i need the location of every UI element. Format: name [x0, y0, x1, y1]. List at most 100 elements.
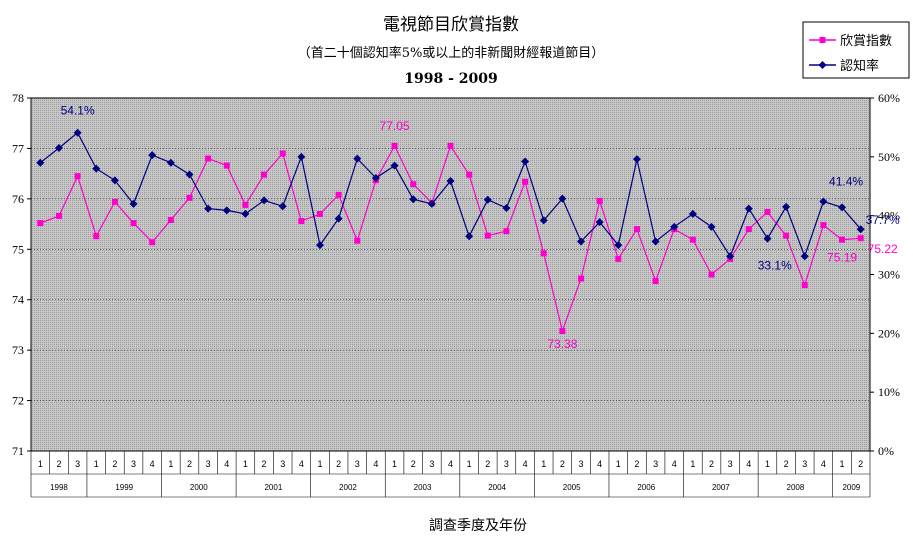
quarter-label: 2: [187, 459, 192, 469]
quarter-label: 4: [224, 459, 229, 469]
awareness-point: [371, 174, 380, 183]
appreciation-point: [596, 197, 603, 204]
awareness-point: [707, 222, 716, 231]
appreciation-point: [410, 181, 417, 188]
awareness-point: [577, 237, 586, 246]
quarter-label: 4: [299, 459, 304, 469]
appreciation-point: [708, 271, 715, 278]
quarter-label: 2: [336, 459, 341, 469]
right-axis-label: 40%: [878, 209, 900, 223]
quarter-label: 1: [38, 459, 43, 469]
legend-label-appreciation: 欣賞指數: [840, 34, 892, 49]
appreciation-point: [354, 237, 361, 244]
awareness-point: [726, 252, 735, 261]
appreciation-point: [447, 142, 454, 149]
appreciation-point: [242, 201, 249, 208]
awareness-point: [688, 209, 697, 218]
awareness-point: [446, 176, 455, 185]
appreciation-point: [839, 236, 846, 243]
quarter-label: 2: [784, 459, 789, 469]
awareness-point: [614, 241, 623, 250]
appreciation-point: [316, 210, 323, 217]
left-axis-label: 71: [12, 444, 24, 458]
year-label: 2009: [842, 483, 860, 492]
appreciation-point: [130, 220, 137, 227]
data-label: 75.19: [827, 251, 857, 265]
quarter-label: 2: [262, 459, 267, 469]
year-label: 2002: [339, 483, 357, 492]
appreciation-point: [689, 236, 696, 243]
appreciation-point: [503, 228, 510, 235]
awareness-point: [129, 199, 138, 208]
left-axis-label: 75: [12, 242, 24, 256]
quarter-label: 3: [75, 459, 80, 469]
appreciation-point: [93, 233, 100, 240]
appreciation-point: [298, 218, 305, 225]
appreciation-point: [37, 220, 44, 227]
appreciation-point: [167, 217, 174, 224]
left-axis-label: 78: [12, 91, 24, 105]
year-label: 1999: [115, 483, 133, 492]
quarter-label: 3: [728, 459, 733, 469]
quarter-label: 4: [672, 459, 677, 469]
quarter-label: 2: [112, 459, 117, 469]
quarter-label: 4: [448, 459, 453, 469]
awareness-point: [763, 234, 772, 243]
quarter-label: 1: [467, 459, 472, 469]
quarter-label: 1: [765, 459, 770, 469]
quarter-label: 2: [485, 459, 490, 469]
year-label: 2006: [637, 483, 655, 492]
awareness-point: [334, 214, 343, 223]
data-label: 33.1%: [758, 258, 792, 272]
awareness-point: [670, 222, 679, 231]
quarter-label: 2: [634, 459, 639, 469]
appreciation-point: [391, 142, 398, 149]
x-axis-title: 調查季度及年份: [429, 518, 527, 534]
awareness-point: [427, 199, 436, 208]
year-label: 2003: [414, 483, 432, 492]
appreciation-point: [820, 222, 827, 229]
data-label: 41.4%: [829, 174, 863, 188]
data-label: 54.1%: [61, 104, 95, 118]
awareness-point: [819, 197, 828, 206]
quarter-label: 1: [541, 459, 546, 469]
awareness-point: [390, 161, 399, 170]
awareness-point: [148, 151, 157, 160]
quarter-label: 2: [709, 459, 714, 469]
quarter-label: 4: [373, 459, 378, 469]
annotation-layer: 54.1% 77.05 73.38 33.1% 75.19 41.4% 37.7% 75.22: [61, 104, 900, 351]
awareness-point: [92, 164, 101, 173]
appreciation-point: [783, 232, 790, 239]
awareness-point: [595, 218, 604, 227]
chart-subtitle: （首二十個認知率5%或以上的非新聞財經報道節目）: [298, 45, 605, 61]
quarter-label: 4: [523, 459, 528, 469]
right-axis-label: 20%: [878, 326, 900, 340]
awareness-point: [521, 157, 530, 166]
awareness-point: [651, 237, 660, 246]
awareness-point: [54, 144, 63, 153]
quarter-label: 1: [392, 459, 397, 469]
plot-area: [30, 97, 871, 452]
quarter-label: 2: [560, 459, 565, 469]
awareness-point: [465, 232, 474, 241]
appreciation-point: [745, 226, 752, 233]
quarter-label: 2: [411, 459, 416, 469]
quarter-label: 1: [616, 459, 621, 469]
awareness-point: [73, 128, 82, 137]
awareness-point: [278, 202, 287, 211]
legend-box: [802, 21, 910, 79]
right-axis-label: 50%: [878, 150, 900, 164]
appreciation-point: [484, 232, 491, 239]
appreciation-point: [223, 162, 230, 169]
right-axis-label: 60%: [878, 91, 900, 105]
left-axis-label: 76: [12, 192, 24, 206]
quarter-label: 3: [131, 459, 136, 469]
axes: 71 72 73 74 75 76 77 78 0% 10% 20% 30% 40% 50% 60% 1 2 3 1…: [12, 91, 900, 498]
awareness-point: [409, 195, 418, 204]
appreciation-point: [55, 213, 62, 220]
quarter-label: 3: [280, 459, 285, 469]
awareness-point: [297, 152, 306, 161]
awareness-point: [744, 204, 753, 213]
quarter-label: 4: [597, 459, 602, 469]
year-label: 2000: [190, 483, 208, 492]
